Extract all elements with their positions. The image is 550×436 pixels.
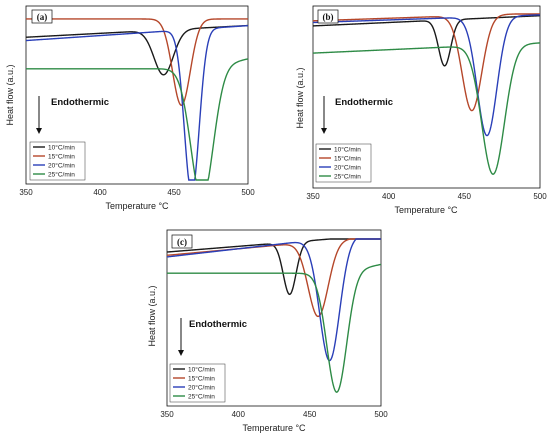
- panel-a-arrow-head: [36, 128, 42, 134]
- panel-b-xtick: 400: [382, 192, 396, 201]
- panel-b-lines: [312, 13, 541, 175]
- panel-b-series-line-2: [312, 13, 540, 112]
- panel-b-series-line-3: [312, 14, 541, 137]
- panel-a-xtick: 500: [241, 188, 255, 197]
- panel-b-legend-label-4: 25°C/min: [334, 172, 361, 180]
- panel-a-xtick: 400: [93, 188, 107, 197]
- panel-b-series-line-1: [312, 15, 541, 67]
- panel-a-lines: [25, 18, 249, 181]
- panel-c-label: (c): [177, 237, 187, 247]
- panel-a-legend-label-3: 20°C/min: [48, 161, 75, 169]
- panel-b-series-line-4: [312, 42, 541, 175]
- panel-b-xtick: 350: [306, 192, 320, 201]
- panel-c-ylabel: Heat flow (a.u.): [147, 285, 157, 346]
- panel-c-xtick: 350: [160, 410, 174, 419]
- panel-b-legend-label-2: 15°C/min: [334, 154, 361, 162]
- panel-c-series-line-2: [166, 238, 381, 318]
- panel-b-xtick: 450: [458, 192, 472, 201]
- panel-a-series-line-3: [25, 24, 249, 181]
- panel-c-endothermic-label: Endothermic: [189, 319, 247, 330]
- panel-a: (a) Endothermic 10°C/min15°C/min20°C/min…: [5, 5, 255, 211]
- panel-a-xlabel: Temperature °C: [105, 201, 169, 211]
- panel-c-xlabel: Temperature °C: [242, 423, 306, 433]
- panel-b-endothermic-label: Endothermic: [335, 97, 393, 108]
- panel-c-legend-label-2: 15°C/min: [188, 374, 215, 382]
- panel-a-series-line-4: [26, 58, 249, 181]
- panel-c-legend-label-1: 10°C/min: [188, 365, 215, 373]
- panel-b-label-box: [317, 9, 339, 24]
- panel-a-series-line-2: [26, 18, 248, 107]
- panel-a-legend-label-1: 10°C/min: [48, 143, 75, 151]
- panel-c-legend-label-3: 20°C/min: [188, 383, 215, 391]
- panel-a-legend-label-2: 15°C/min: [48, 152, 75, 160]
- panel-a-legend-label-4: 25°C/min: [48, 170, 75, 178]
- panel-c-lines: [166, 238, 382, 394]
- panel-c-legend-label-4: 25°C/min: [188, 392, 215, 400]
- panel-c-xtick: 500: [374, 410, 388, 419]
- panel-c: (c) Endothermic 10°C/min15°C/min20°C/min…: [147, 229, 388, 433]
- panel-a-xtick: 450: [167, 188, 181, 197]
- panel-c-xtick: 450: [303, 410, 317, 419]
- panel-a-label: (a): [37, 12, 48, 22]
- panel-c-arrow-head: [178, 350, 184, 356]
- panel-c-series-line-3: [166, 238, 381, 362]
- panel-b-xtick: 500: [533, 192, 547, 201]
- panel-a-series-line-1: [25, 24, 249, 76]
- panel-c-xtick: 400: [232, 410, 246, 419]
- panel-b-arrow-head: [321, 128, 327, 134]
- panel-a-legend: [29, 141, 86, 181]
- panel-a-ylabel: Heat flow (a.u.): [5, 64, 15, 125]
- panel-b-label: (b): [323, 12, 334, 22]
- panel-c-series-line-4: [167, 263, 382, 394]
- panel-b-ylabel: Heat flow (a.u.): [295, 67, 305, 128]
- panel-b: (b) Endothermic 10°C/min15°C/min20°C/min…: [295, 5, 547, 215]
- panel-b-xlabel: Temperature °C: [394, 205, 458, 215]
- panel-b-legend-label-1: 10°C/min: [334, 145, 361, 153]
- panel-c-label-box: [171, 234, 193, 249]
- panel-a-xtick: 350: [19, 188, 33, 197]
- panel-a-endothermic-label: Endothermic: [51, 97, 109, 108]
- panel-a-label-box: [31, 9, 53, 24]
- panel-b-legend-label-3: 20°C/min: [334, 163, 361, 171]
